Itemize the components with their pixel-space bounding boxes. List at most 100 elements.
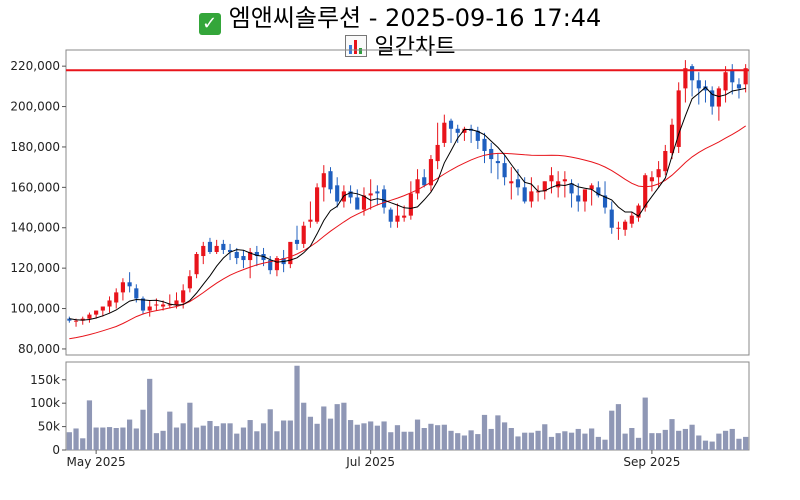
volume-bar <box>281 420 287 450</box>
candle-up <box>743 68 748 85</box>
volume-bar <box>435 425 441 450</box>
candle-down <box>227 249 233 252</box>
volume-bar <box>200 425 206 450</box>
volume-bar <box>66 432 72 450</box>
volume-bar <box>394 425 401 450</box>
candle-up <box>549 175 554 182</box>
volume-bar <box>461 435 468 450</box>
volume-bar <box>475 434 481 450</box>
candle-up <box>556 181 561 188</box>
candle-up <box>529 191 534 202</box>
candle-down <box>268 260 273 271</box>
candle-up <box>187 276 192 289</box>
ma-short-line <box>69 86 746 321</box>
candle-up <box>214 245 219 252</box>
volume-bar <box>401 431 407 450</box>
volume-bar <box>347 420 354 450</box>
candle-down <box>388 209 393 222</box>
volume-y-axis: 0 50k 100k 150k <box>30 373 66 457</box>
candle-up <box>201 245 206 257</box>
volume-bar <box>655 433 662 450</box>
volume-bar <box>676 430 682 450</box>
candle-up <box>154 304 159 306</box>
candle-down <box>375 191 380 194</box>
candle-up <box>589 185 594 190</box>
volume-panel: 0 50k 100k 150k May 2025 Jul 2025 Sep 2025 <box>30 361 750 469</box>
candle-up <box>676 90 681 147</box>
candle-up <box>643 175 648 208</box>
candle-down <box>522 187 527 202</box>
candle-down <box>596 187 601 196</box>
volume-bar <box>334 404 340 450</box>
volume-bar <box>86 400 93 450</box>
candle-down <box>515 179 521 188</box>
volume-bar <box>522 432 528 450</box>
candle-down <box>482 138 487 151</box>
candle-down <box>328 171 333 190</box>
candle-up <box>161 304 166 307</box>
price-y-tick-label: 180,000 <box>10 140 60 154</box>
candle-up <box>274 258 280 271</box>
volume-bar <box>180 423 186 450</box>
candle-down <box>602 195 608 208</box>
candle-down <box>381 189 387 208</box>
volume-bar <box>575 428 581 450</box>
volume-bar <box>220 423 226 450</box>
volume-bar <box>274 431 280 450</box>
volume-bar <box>528 432 534 450</box>
candle-up <box>308 219 313 222</box>
candle-up <box>415 179 420 194</box>
candle-down <box>140 298 146 311</box>
volume-bar <box>133 428 139 450</box>
volume-bar <box>481 414 488 450</box>
volume-bar <box>622 433 628 450</box>
candle-up <box>562 179 567 182</box>
candle-up <box>435 144 440 162</box>
volume-bar <box>548 436 555 450</box>
check-mark-icon: ✓ <box>198 13 221 35</box>
volume-bar <box>287 420 293 450</box>
volume-bar <box>167 411 173 450</box>
candle-up <box>462 128 467 133</box>
volume-bar <box>635 437 642 450</box>
volume-bar <box>629 428 635 450</box>
volume-bar <box>113 428 119 450</box>
candle-down <box>221 243 226 250</box>
candle-down <box>696 80 701 89</box>
candle-down <box>730 70 735 83</box>
candle-down <box>294 239 300 244</box>
candle-up <box>428 159 434 186</box>
candle-up <box>248 251 253 261</box>
candle-up <box>663 150 668 172</box>
candle-up <box>315 187 320 222</box>
candle-down <box>422 177 427 186</box>
volume-bar <box>702 440 709 450</box>
volume-bar <box>441 424 447 450</box>
candle-up <box>73 320 79 322</box>
x-tick-label: Jul 2025 <box>345 455 395 469</box>
candle-down <box>710 90 715 107</box>
volume-bar <box>696 435 702 450</box>
volume-bar <box>120 427 126 450</box>
chart-subtitle-text: 일간차트 <box>374 35 456 60</box>
volume-bar <box>615 404 622 450</box>
candle-up <box>395 215 400 222</box>
volume-bar <box>595 436 601 450</box>
candle-down <box>703 86 708 91</box>
candle-down <box>207 241 213 252</box>
volume-bar <box>187 402 193 450</box>
volume-bar <box>214 426 220 450</box>
candle-down <box>495 161 500 164</box>
candle-up <box>723 72 728 91</box>
price-y-tick-label: 160,000 <box>10 180 60 194</box>
candle-up <box>288 241 293 265</box>
price-panel: 80,000 100,000 120,000 140,000 160,000 180,00… <box>10 49 750 356</box>
price-y-tick-label: 120,000 <box>10 261 60 275</box>
candle-up <box>509 181 514 184</box>
volume-bar <box>568 432 575 450</box>
volume-bar <box>207 420 213 450</box>
volume-bar <box>127 419 133 450</box>
volume-bar <box>260 423 267 450</box>
candle-up <box>301 225 306 244</box>
volume-bar <box>414 419 421 450</box>
